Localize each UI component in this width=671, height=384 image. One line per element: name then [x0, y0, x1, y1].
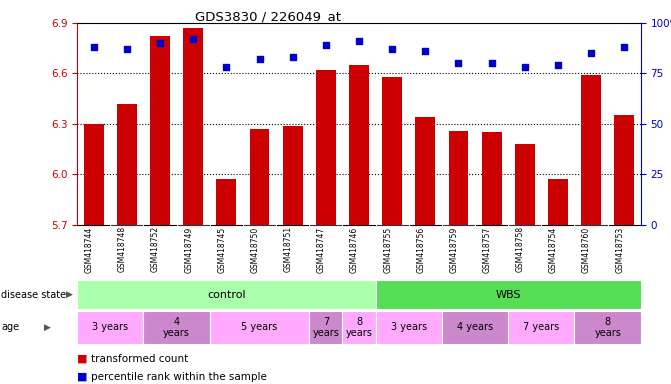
Text: 5 years: 5 years [242, 322, 278, 333]
Bar [309, 311, 342, 344]
Point [221, 65, 231, 71]
Text: GSM418755: GSM418755 [383, 226, 392, 273]
Text: GSM418746: GSM418746 [350, 226, 359, 273]
Bar [482, 132, 501, 225]
Point [121, 46, 132, 52]
Bar [183, 28, 203, 225]
Text: 7 years: 7 years [523, 322, 560, 333]
Bar [110, 225, 144, 278]
Text: 7
years: 7 years [313, 316, 340, 338]
Text: GSM418747: GSM418747 [317, 226, 326, 273]
Bar [376, 225, 409, 278]
Text: GSM418759: GSM418759 [450, 226, 458, 273]
Text: GSM418752: GSM418752 [151, 226, 160, 272]
Bar [210, 311, 309, 344]
Bar [448, 131, 468, 225]
Text: GSM418757: GSM418757 [482, 226, 492, 273]
Text: GSM418749: GSM418749 [185, 226, 193, 273]
Text: ▶: ▶ [66, 290, 72, 299]
Bar [316, 70, 336, 225]
Bar [508, 311, 574, 344]
Bar [574, 225, 608, 278]
Text: 8
years: 8 years [346, 316, 372, 338]
Bar [250, 129, 270, 225]
Text: control: control [207, 290, 246, 300]
Bar [150, 36, 170, 225]
Point [354, 38, 364, 44]
Text: GSM418744: GSM418744 [85, 226, 94, 273]
Bar [442, 225, 475, 278]
Bar [614, 116, 634, 225]
Text: GSM418758: GSM418758 [516, 226, 525, 272]
Point [519, 65, 530, 71]
Bar [77, 280, 376, 309]
Point [619, 44, 629, 50]
Text: GSM418754: GSM418754 [549, 226, 558, 273]
Point [586, 50, 597, 56]
Bar [77, 311, 144, 344]
Bar [243, 225, 276, 278]
Text: GSM418748: GSM418748 [118, 226, 127, 272]
Text: transformed count: transformed count [91, 354, 188, 364]
Text: percentile rank within the sample: percentile rank within the sample [91, 372, 266, 382]
Point [287, 54, 298, 60]
Text: ▶: ▶ [44, 323, 50, 332]
Text: 4 years: 4 years [457, 322, 493, 333]
Bar [581, 75, 601, 225]
Point [386, 46, 397, 52]
Bar [117, 104, 137, 225]
Text: GSM418745: GSM418745 [217, 226, 226, 273]
Point [254, 56, 265, 63]
Bar [349, 65, 369, 225]
Text: 4
years: 4 years [163, 316, 190, 338]
Bar [382, 77, 402, 225]
Bar [176, 225, 210, 278]
Point [453, 60, 464, 66]
Bar [282, 126, 303, 225]
Point [89, 44, 99, 50]
Text: 8
years: 8 years [595, 316, 621, 338]
Text: GSM418756: GSM418756 [416, 226, 425, 273]
Text: ■: ■ [77, 354, 88, 364]
Point [486, 60, 497, 66]
Point [321, 42, 331, 48]
Point [420, 48, 431, 55]
Text: 3 years: 3 years [92, 322, 128, 333]
Text: GSM418750: GSM418750 [250, 226, 260, 273]
Bar [217, 179, 236, 225]
Bar [144, 311, 210, 344]
Text: disease state: disease state [1, 290, 66, 300]
Text: GSM418751: GSM418751 [284, 226, 293, 272]
Text: age: age [1, 322, 19, 333]
Bar [415, 117, 435, 225]
Bar [309, 225, 342, 278]
Point [155, 40, 166, 46]
Text: WBS: WBS [495, 290, 521, 300]
Bar [84, 124, 104, 225]
Text: GSM418760: GSM418760 [582, 226, 591, 273]
Bar [376, 311, 442, 344]
Text: GSM418753: GSM418753 [615, 226, 624, 273]
Text: ■: ■ [77, 372, 88, 382]
Bar [574, 311, 641, 344]
Bar [342, 311, 376, 344]
Bar [515, 144, 535, 225]
Point [552, 62, 563, 68]
Bar [548, 179, 568, 225]
Bar [376, 280, 641, 309]
Bar [508, 225, 541, 278]
Text: GDS3830 / 226049_at: GDS3830 / 226049_at [195, 10, 342, 23]
Bar [442, 311, 508, 344]
Point [188, 36, 199, 42]
Text: 3 years: 3 years [391, 322, 427, 333]
